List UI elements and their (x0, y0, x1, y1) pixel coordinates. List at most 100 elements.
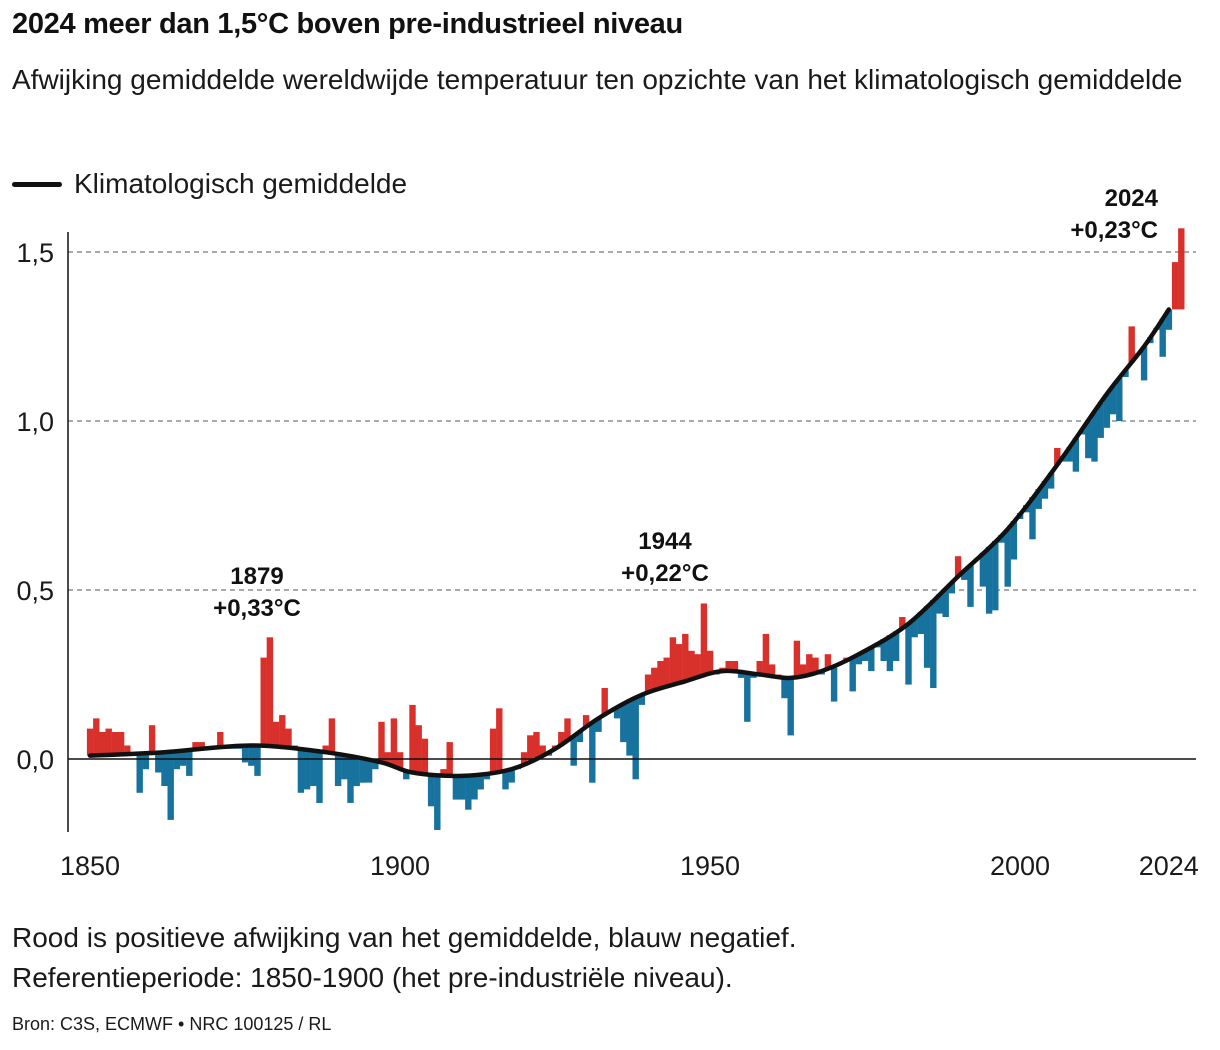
bar-1994 (979, 552, 987, 587)
bar-1850 (86, 728, 94, 756)
bar-1970 (830, 665, 838, 702)
bar-1853 (105, 728, 112, 755)
bar-1912 (471, 774, 478, 800)
bar-1967 (812, 657, 819, 673)
bar-1958 (756, 661, 763, 675)
bar-2018 (1128, 326, 1135, 363)
bar-1996 (992, 541, 999, 611)
bar-1907 (440, 769, 447, 775)
bar-1962 (781, 677, 788, 699)
bar-1858 (136, 753, 143, 793)
bar-1889 (328, 718, 336, 754)
y-tick-1,5: 1,5 (16, 238, 54, 268)
bar-1989 (948, 582, 956, 594)
bar-1862 (161, 752, 168, 786)
bar-1852 (99, 732, 106, 756)
bar-1975 (861, 650, 869, 661)
bar-1876 (248, 745, 255, 766)
bar-1922 (533, 732, 540, 758)
bar-1859 (142, 753, 150, 770)
bar-1875 (241, 746, 249, 763)
bar-2004 (1041, 481, 1049, 499)
bar-1986 (930, 600, 937, 688)
bar-1944 (669, 637, 677, 686)
bar-1892 (347, 756, 354, 803)
bar-1910 (458, 775, 466, 800)
y-tick-0,5: 0,5 (16, 576, 54, 606)
bar-1973 (849, 657, 856, 692)
bar-1941 (651, 667, 658, 691)
annotation-2024-value: +0,23°C (1070, 217, 1158, 244)
bar-1948 (694, 654, 701, 678)
bar-1991 (961, 570, 968, 580)
legend: Klimatologisch gemiddelde (12, 164, 407, 204)
bar-1943 (663, 657, 670, 688)
chart-title: 2024 meer dan 1,5°C boven pre-industriee… (12, 8, 683, 40)
bar-1878 (260, 657, 267, 747)
bar-1921 (527, 735, 534, 761)
bar-1909 (452, 775, 460, 800)
bar-2008 (1066, 447, 1073, 462)
bar-1871 (217, 732, 224, 748)
bar-1894 (359, 759, 367, 783)
bar-1918 (508, 769, 515, 783)
bar-1935 (613, 708, 621, 719)
bar-1939 (638, 694, 646, 705)
bar-1931 (589, 722, 596, 783)
bar-1949 (700, 603, 708, 677)
color-note: Rood is positieve afwijking van het gemi… (12, 922, 797, 953)
y-tick-1,0: 1,0 (16, 407, 54, 437)
bar-1917 (502, 770, 509, 790)
bar-2015 (1109, 386, 1117, 415)
bar-2011 (1085, 420, 1092, 459)
bar-1915 (489, 728, 497, 772)
bar-1879 (266, 637, 274, 748)
bar-1928 (570, 735, 577, 766)
bar-1992 (967, 564, 974, 607)
bar-1959 (762, 633, 770, 676)
bar-1960 (768, 664, 776, 676)
bar-1980 (892, 631, 900, 661)
x-tick-2024: 2024 (1139, 851, 1199, 881)
bar-2012 (1091, 411, 1098, 462)
x-tick-1950: 1950 (680, 851, 740, 881)
bar-1851 (93, 718, 100, 756)
bar-1923 (539, 745, 546, 755)
bar-1956 (744, 673, 751, 722)
bar-1950 (706, 650, 714, 675)
bar-1854 (111, 732, 119, 755)
bar-1888 (322, 745, 329, 753)
bar-1896 (372, 761, 379, 770)
bar-1897 (378, 721, 385, 763)
bar-1974 (855, 654, 863, 665)
bar-2025 (1171, 262, 1179, 310)
bar-1913 (477, 773, 484, 790)
legend-label: Klimatologisch gemiddelde (74, 168, 408, 199)
bar-1942 (657, 661, 664, 689)
anomaly-bars (86, 228, 1185, 830)
bar-2003 (1035, 489, 1042, 509)
bar-1999 (1010, 521, 1018, 560)
x-tick-1900: 1900 (370, 851, 430, 881)
bar-1954 (731, 661, 739, 673)
bar-1905 (427, 773, 435, 807)
bar-1969 (824, 654, 832, 669)
annotation-1944-year: 1944 (638, 528, 692, 555)
bar-1926 (558, 732, 565, 745)
source-credit: Bron: C3S, ECMWF • NRC 100125 / RL (12, 1014, 332, 1034)
bar-1964 (793, 640, 801, 677)
bar-1868 (198, 742, 205, 750)
bar-1900 (396, 752, 404, 769)
bar-1893 (353, 757, 360, 787)
bar-2016 (1116, 378, 1123, 421)
bar-2002 (1029, 497, 1036, 540)
bar-1978 (880, 639, 887, 661)
bar-1995 (985, 546, 993, 614)
bar-2005 (1047, 473, 1055, 489)
bar-1901 (403, 770, 410, 780)
x-tick-2000: 2000 (990, 851, 1050, 881)
bar-1885 (303, 750, 311, 790)
bar-1933 (601, 688, 608, 715)
bar-1890 (334, 754, 342, 786)
